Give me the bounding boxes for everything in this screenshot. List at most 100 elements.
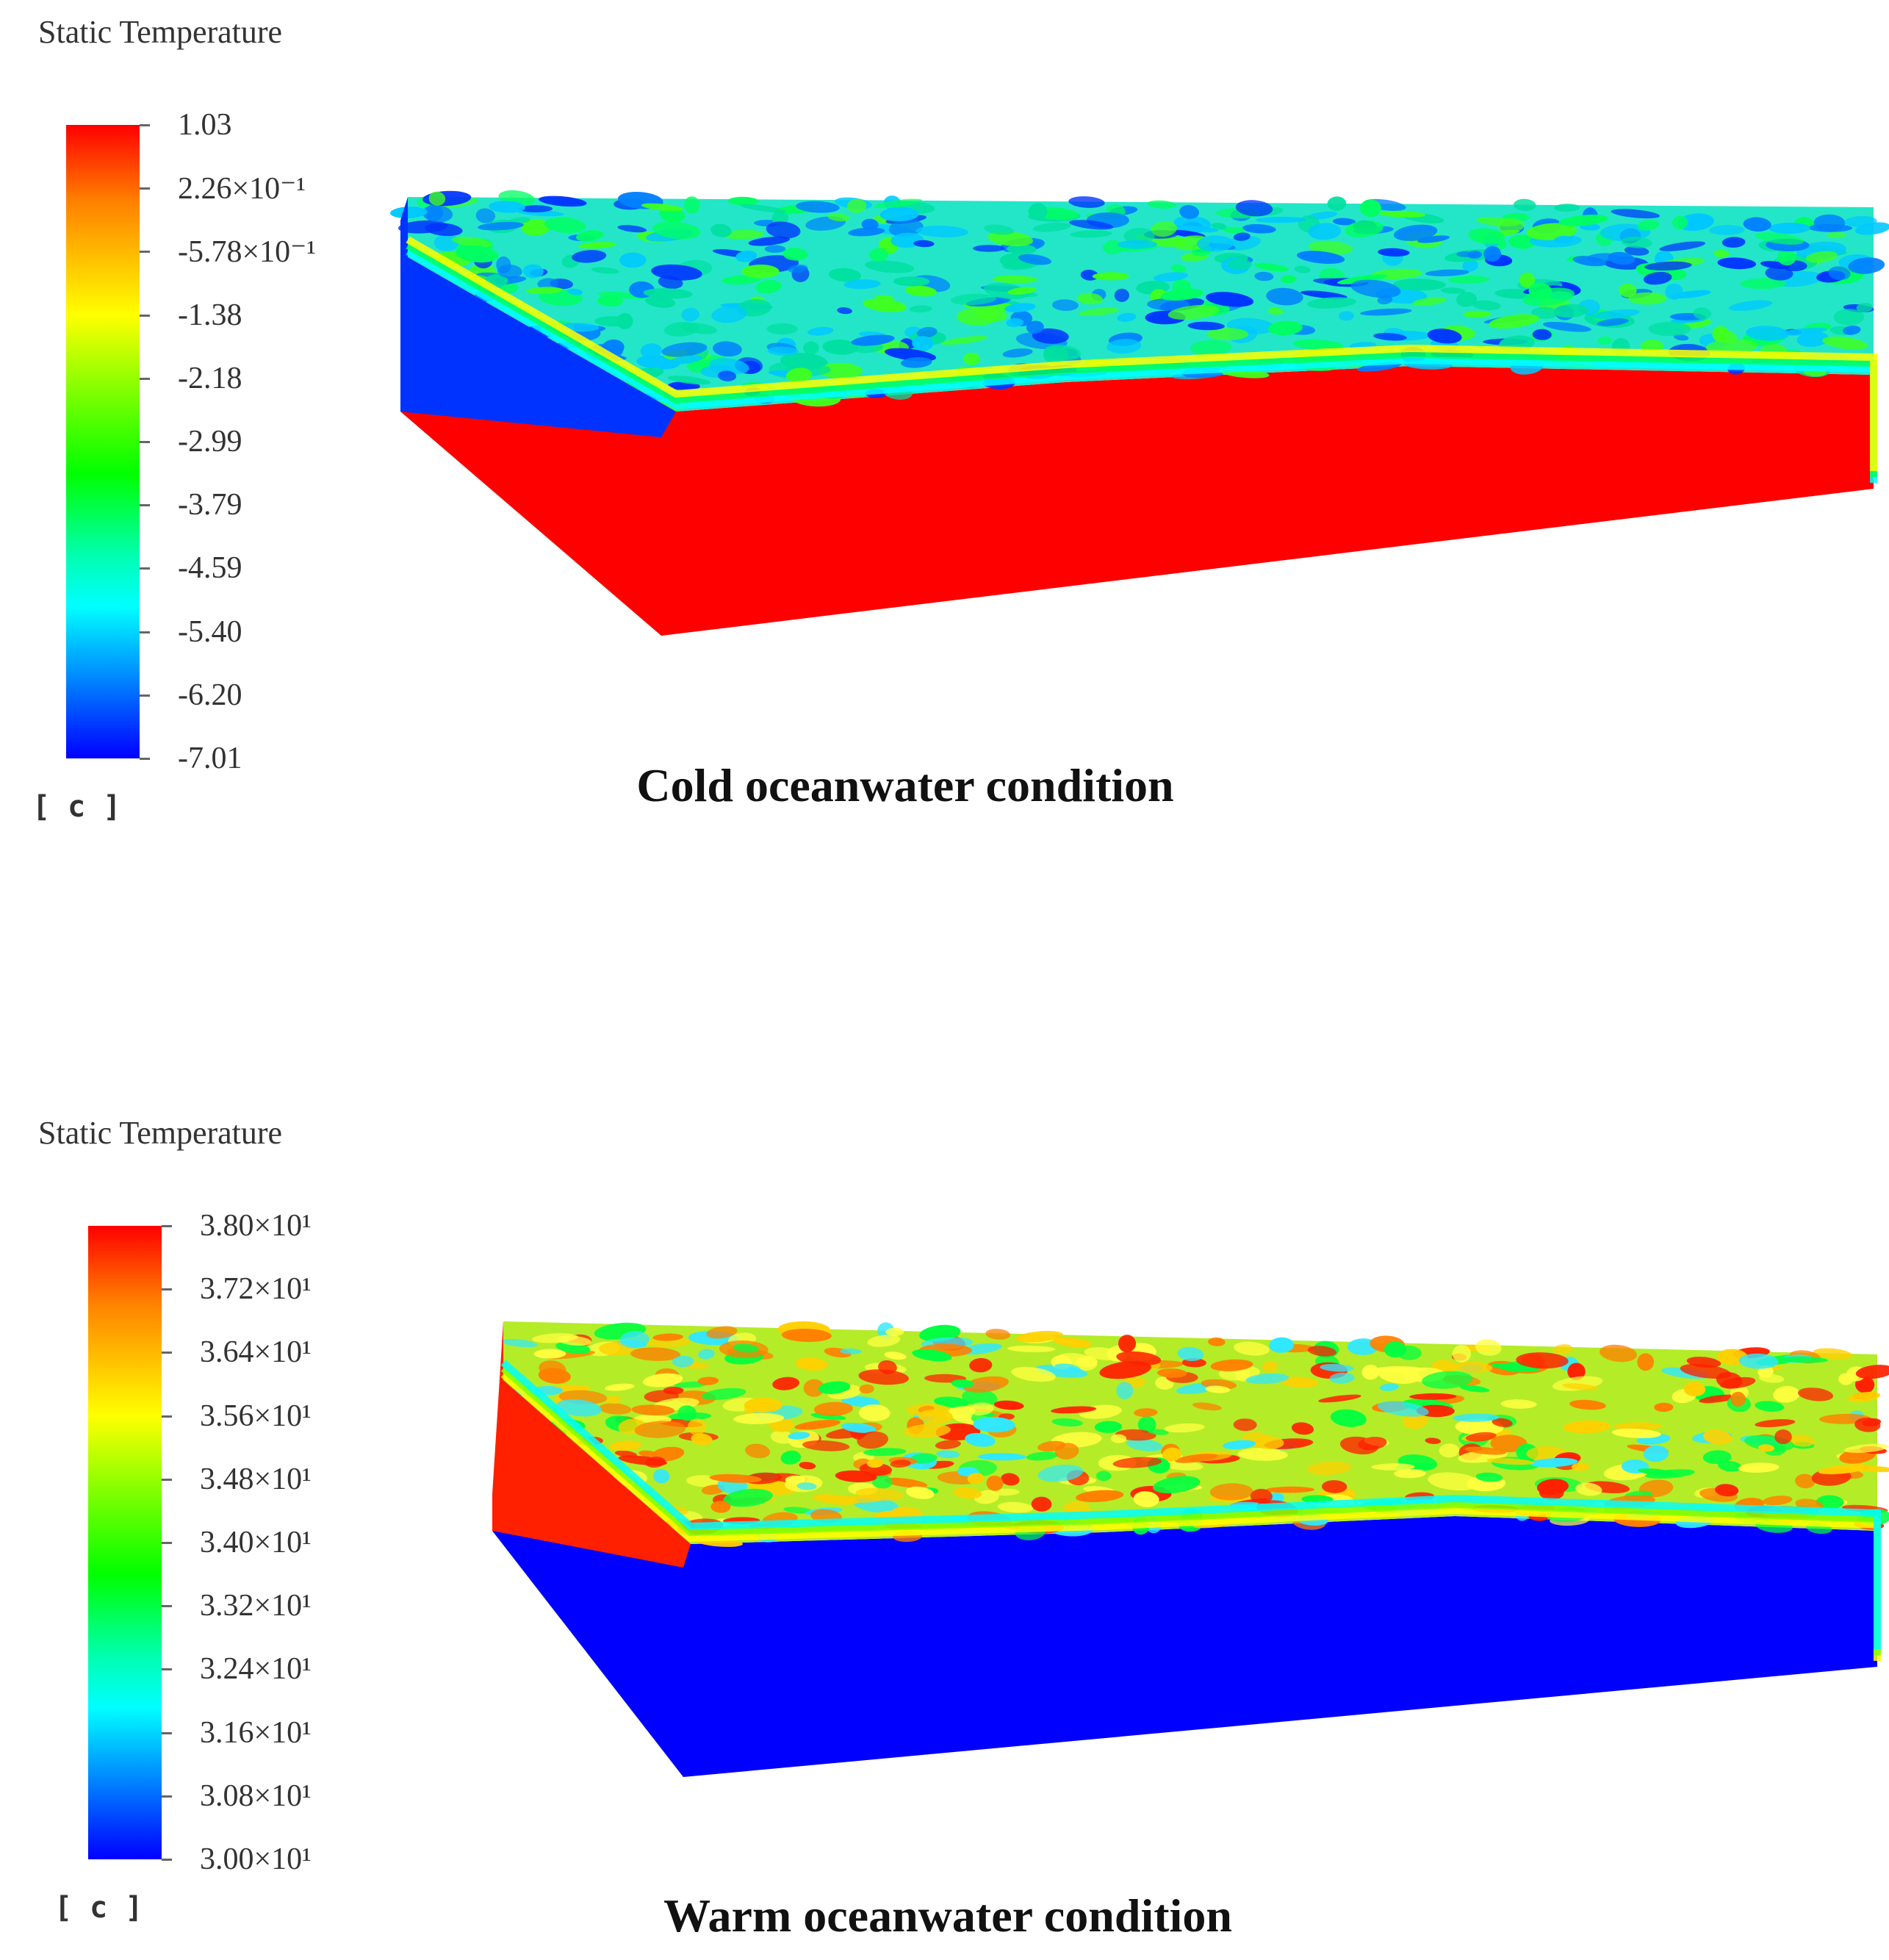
colorbar <box>66 125 140 758</box>
surface-blotch <box>710 1501 731 1513</box>
surface-blotch <box>1497 218 1525 233</box>
surface-blotch <box>1077 292 1103 305</box>
surface-blotch <box>818 362 863 379</box>
surface-blotch <box>1644 261 1692 271</box>
surface-blotch <box>1293 339 1344 351</box>
surface-blotch <box>556 1399 602 1417</box>
surface-blotch <box>904 285 938 297</box>
surface-blotch <box>1674 334 1689 341</box>
surface-blotch <box>1223 226 1245 234</box>
surface-blotch <box>1245 1373 1289 1385</box>
surface-blotch <box>1307 1346 1337 1357</box>
temperature-contour-plot <box>390 190 1889 636</box>
surface-blotch <box>422 205 453 223</box>
surface-blotch <box>520 218 550 236</box>
surface-blotch <box>818 1381 851 1394</box>
surface-blotch <box>766 221 801 239</box>
surface-blotch <box>733 1343 759 1353</box>
surface-blotch <box>681 307 699 322</box>
surface-blotch <box>1190 340 1232 356</box>
surface-blotch <box>1333 218 1356 226</box>
surface-blotch <box>965 1432 996 1447</box>
surface-blotch <box>968 1402 994 1415</box>
surface-blotch <box>1280 1376 1319 1388</box>
surface-blotch <box>1007 1345 1056 1353</box>
surface-blotch <box>1161 1460 1203 1471</box>
surface-blotch <box>748 236 791 246</box>
surface-blotch <box>1360 308 1412 316</box>
surface-blotch <box>1492 1418 1513 1427</box>
surface-blotch <box>1026 320 1044 334</box>
surface-blotch <box>1318 1394 1361 1403</box>
surface-blotch <box>940 336 987 345</box>
surface-blotch <box>1645 1469 1695 1479</box>
surface-blotch <box>1468 228 1505 245</box>
surface-blotch <box>1516 1352 1569 1369</box>
surface-blotch <box>977 1453 1026 1461</box>
surface-blotch <box>1187 321 1225 331</box>
surface-blotch <box>651 264 702 281</box>
colorbar-tick-label: 3.40×10¹ <box>200 1526 312 1559</box>
surface-blotch <box>1015 1330 1063 1343</box>
surface-blotch <box>599 1403 632 1415</box>
colorbar-tick-label: 3.56×10¹ <box>200 1399 312 1433</box>
surface-blotch <box>1205 1385 1231 1393</box>
surface-blotch <box>1773 1386 1800 1403</box>
surface-blotch <box>1114 288 1129 302</box>
surface-blotch <box>1683 1382 1706 1397</box>
panel-caption: Warm oceanwater condition <box>663 1889 1232 1942</box>
surface-blotch <box>985 1329 1011 1340</box>
surface-blotch <box>1519 272 1536 288</box>
surface-blotch <box>452 236 492 248</box>
surface-blotch <box>1465 1432 1497 1442</box>
colorbar-tick-label: -2.18 <box>178 361 242 395</box>
surface-blotch <box>1462 259 1478 272</box>
surface-blotch <box>1562 1383 1599 1390</box>
surface-blotch <box>525 287 564 295</box>
surface-blotch <box>576 230 604 242</box>
surface-blotch <box>1795 1473 1816 1489</box>
surface-blotch <box>1717 1460 1742 1472</box>
surface-blotch <box>1613 1422 1663 1431</box>
surface-blotch <box>1643 1445 1669 1462</box>
surface-blotch <box>683 196 700 214</box>
surface-blotch <box>1007 287 1037 295</box>
surface-blotch <box>888 219 924 237</box>
surface-blotch <box>973 1417 1015 1433</box>
surface-blotch <box>501 1338 538 1348</box>
colorbar-tick-mark <box>140 377 150 380</box>
surface-blotch <box>1254 263 1289 272</box>
surface-blotch <box>992 1488 1020 1496</box>
surface-blotch <box>578 242 616 249</box>
surface-blotch <box>1265 1486 1315 1493</box>
surface-blotch <box>1528 282 1552 300</box>
surface-blotch <box>723 229 764 240</box>
surface-blotch <box>863 1448 907 1457</box>
surface-blotch <box>1327 196 1347 211</box>
surface-blotch <box>1002 348 1033 358</box>
surface-blotch <box>1409 1393 1457 1400</box>
surface-blotch <box>604 1383 635 1391</box>
surface-blotch <box>1360 199 1381 218</box>
surface-blotch <box>1096 1471 1112 1482</box>
surface-blotch <box>1126 1438 1163 1451</box>
surface-blotch <box>1147 298 1190 311</box>
surface-blotch <box>796 201 840 213</box>
surface-blotch <box>1379 210 1426 218</box>
surface-blotch <box>1151 221 1178 237</box>
panel-caption: Cold oceanwater condition <box>636 759 1174 811</box>
surface-blotch <box>1427 329 1462 344</box>
surface-blotch <box>1455 1418 1504 1436</box>
surface-blotch <box>810 1412 846 1421</box>
surface-blotch <box>1628 292 1666 305</box>
surface-blotch <box>1798 1388 1833 1401</box>
surface-blotch <box>951 293 996 306</box>
surface-blotch <box>840 1348 862 1354</box>
surface-blotch <box>1425 269 1469 276</box>
surface-blotch <box>1621 236 1652 248</box>
colorbar-tick-mark <box>162 1795 172 1798</box>
surface-blotch <box>428 191 446 207</box>
surface-blotch <box>1018 254 1052 265</box>
surface-blotch <box>1808 223 1852 232</box>
colorbar-tick-mark <box>162 1859 172 1861</box>
